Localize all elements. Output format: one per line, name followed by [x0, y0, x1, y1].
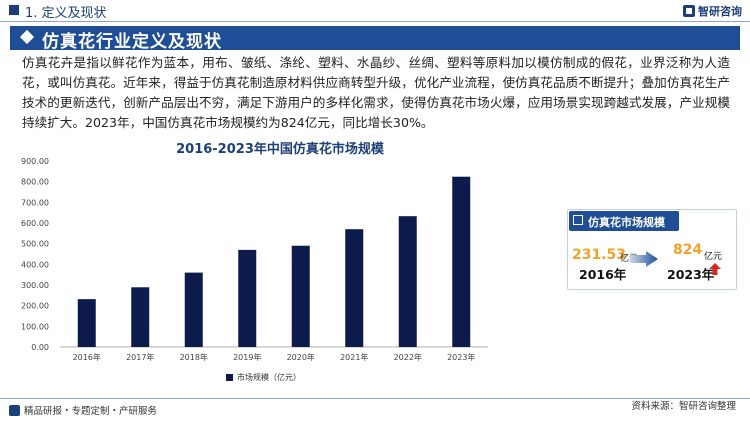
legend-swatch	[226, 374, 233, 381]
y-tick-label: 500.00	[21, 240, 49, 249]
start-value: 231.53	[572, 247, 627, 263]
section-title: 1. 定义及现状	[25, 6, 107, 21]
bar	[291, 245, 310, 347]
start-year: 2016年	[579, 267, 627, 282]
brand: 智研咨询	[683, 3, 742, 19]
legend-label: 市场规模（亿元）	[237, 373, 301, 382]
y-tick-label: 900.00	[21, 157, 49, 166]
card-header: 仿真花市场规模	[569, 211, 679, 231]
bar	[345, 229, 364, 347]
end-value: 824	[673, 242, 703, 258]
title-band: 仿真花行业定义及现状	[10, 26, 740, 52]
bar	[131, 287, 150, 347]
footer-logo-icon	[9, 404, 20, 416]
chart-title: 2016-2023年中国仿真花市场规模	[176, 142, 384, 157]
x-tick-label: 2018年	[180, 352, 208, 362]
data-source: 资料来源：智研咨询整理	[631, 401, 736, 412]
footer-tagline: 精品研报・专题定制・产研服务	[24, 406, 158, 417]
bar	[398, 216, 417, 347]
footer-left: 精品研报・专题定制・产研服务	[9, 403, 157, 417]
x-tick-label: 2022年	[394, 352, 422, 362]
y-tick-label: 400.00	[21, 260, 49, 269]
card-title: 仿真花市场规模	[588, 216, 665, 229]
section-marker-icon	[9, 5, 19, 15]
end-year: 2023年	[667, 267, 715, 282]
up-arrow-icon	[709, 263, 721, 275]
brand-logo-icon	[683, 5, 695, 17]
x-tick-label: 2021年	[340, 352, 368, 362]
end-unit: 亿元	[704, 252, 723, 262]
bar	[238, 249, 257, 347]
x-tick-label: 2019年	[233, 352, 261, 362]
brand-name: 智研咨询	[698, 5, 742, 18]
x-tick-label: 2020年	[287, 352, 315, 362]
bar	[184, 272, 203, 347]
chart-legend: 市场规模（亿元）	[226, 372, 301, 383]
y-tick-label: 200.00	[21, 302, 49, 311]
page-title: 仿真花行业定义及现状	[42, 32, 222, 52]
top-bar: 1. 定义及现状 智研咨询	[0, 0, 750, 22]
y-tick-label: 300.00	[21, 281, 49, 290]
chart-card-icon	[573, 215, 583, 225]
intro-paragraph: 仿真花卉是指以鲜花作为蓝本，用布、皱纸、涤纶、塑料、水晶纱、丝绸、塑料等原料加以…	[22, 55, 730, 130]
y-tick-label: 100.00	[21, 322, 49, 331]
bottom-divider	[0, 398, 750, 399]
arrow-right-icon	[630, 251, 658, 267]
x-tick-label: 2017年	[126, 352, 154, 362]
bar	[77, 299, 96, 347]
y-tick-label: 800.00	[21, 178, 49, 187]
bar	[452, 176, 471, 347]
top-divider	[0, 21, 750, 22]
y-tick-label: 700.00	[21, 198, 49, 207]
y-tick-label: 600.00	[21, 219, 49, 228]
x-tick-label: 2023年	[447, 352, 475, 362]
y-tick-label: 0.00	[31, 343, 49, 352]
start-unit: 亿元	[620, 254, 639, 264]
x-tick-label: 2016年	[73, 352, 101, 362]
